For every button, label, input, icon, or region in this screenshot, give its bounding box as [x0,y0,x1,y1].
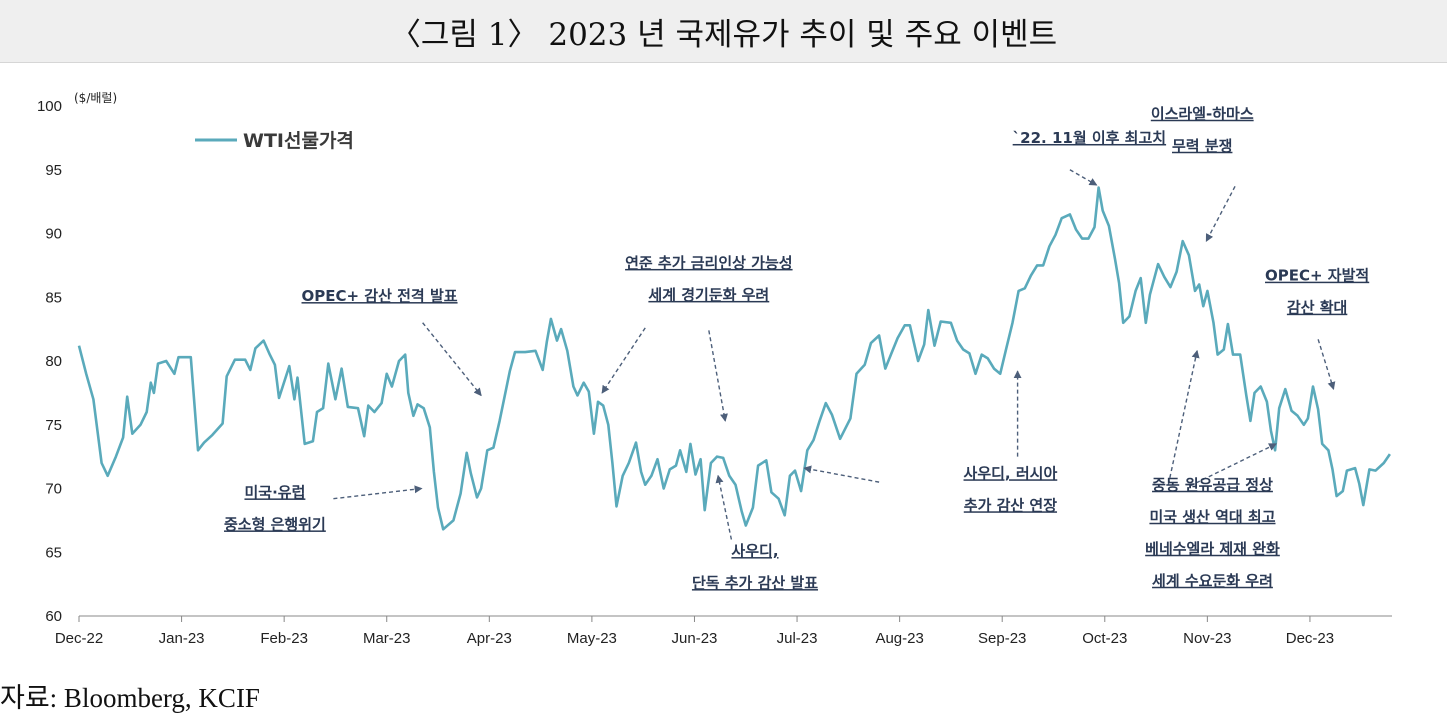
plot-area [77,186,1391,531]
annotation: OPEC+ 감산 전격 발표 [302,287,458,305]
x-axis: Dec-22 Jan-23 Feb-23 Mar-23 Apr-23 May-23 Jun-… [55,615,1392,647]
x-tick-label: Oct-23 [1082,630,1127,647]
annotation-text: 미국 생산 역대 최고 [1149,508,1275,526]
annotation-text: 추가 감산 연장 [964,496,1057,514]
annotation-arrows [333,169,1336,540]
annotation-text: 미국·유럽 [244,483,305,501]
x-tick-label: Sep-23 [978,630,1026,647]
annotation-arrow [803,465,880,483]
annotation-text: `22. 11월 이후 최고치 [1013,129,1166,147]
annotation-arrow [1317,339,1336,391]
y-axis: 100 95 90 85 80 75 70 65 60 [37,98,62,625]
annotation-arrow [1205,186,1236,243]
annotation-text: 중소형 은행위기 [224,515,326,533]
annotation-arrow [601,327,646,394]
y-tick-label: 75 [45,417,62,434]
annotation-text: 중동 원유공급 정상 [1152,476,1273,494]
annotation-text: 감산 확대 [1287,299,1347,317]
annotation: `22. 11월 이후 최고치 [1013,129,1166,147]
annotation-arrow [1189,443,1277,487]
y-tick-label: 100 [37,98,62,115]
annotation-arrow [708,330,728,422]
annotation-text: 무력 분쟁 [1172,137,1232,155]
x-tick-label: Aug-23 [875,630,923,647]
annotation-text: 연준 추가 금리인상 가능성 [625,254,792,272]
x-tick-label: May-23 [567,630,617,647]
source-note: 자료: Bloomberg, KCIF [0,683,260,713]
y-tick-label: 85 [45,289,62,306]
x-tick-label: Mar-23 [363,630,411,647]
annotation-text: 세계 수요둔화 우려 [1152,572,1273,590]
x-tick-label: Dec-23 [1286,630,1334,647]
y-tick-label: 70 [45,481,62,498]
annotation-text: 베네수엘라 제재 완화 [1145,540,1280,558]
y-axis-unit-label: ($/배럴) [74,91,117,105]
annotation-text: 사우디, [731,542,778,560]
x-tick-label: Jan-23 [159,630,205,647]
title-bar: 〈그림 1〉 2023 년 국제유가 추이 및 주요 이벤트 [0,0,1447,63]
annotation-arrow [1069,169,1098,186]
x-tick-label: Dec-22 [55,630,103,647]
y-tick-label: 60 [45,608,62,625]
x-tick-label: Feb-23 [260,630,308,647]
x-tick-label: Nov-23 [1183,630,1231,647]
y-tick-label: 80 [45,353,62,370]
annotation-text: 세계 경기둔화 우려 [648,286,769,304]
y-tick-label: 90 [45,226,62,243]
x-tick-label: Jul-23 [777,630,818,647]
annotation-arrow [422,322,482,397]
annotation-text: 단독 추가 감산 발표 [692,574,818,592]
annotation-text: OPEC+ 감산 전격 발표 [302,287,458,305]
x-tick-label: Apr-23 [467,630,512,647]
legend: WTI선물가격 [195,130,354,152]
oil-price-chart: ($/배럴) 100 95 90 85 80 75 70 65 60 Dec-22 Jan-23 F… [37,91,1392,647]
legend-label: WTI선물가격 [243,130,354,152]
annotation-text: OPEC+ 자발적 [1265,267,1369,285]
annotation-arrow [715,474,733,540]
x-tick-label: Jun-23 [672,630,718,647]
annotation-text: 이스라엘-하마스 [1151,105,1254,123]
annotation-arrow [1167,349,1200,485]
series-line-wti [77,186,1391,531]
annotation-text: 사우디, 러시아 [964,464,1058,482]
y-tick-label: 65 [45,544,62,561]
y-tick-label: 95 [45,162,62,179]
figure-title: 〈그림 1〉 2023 년 국제유가 추이 및 주요 이벤트 [389,16,1058,53]
annotation: 사우디, 단독 추가 감산 발표 [692,542,818,592]
annotation-arrow [333,485,423,500]
